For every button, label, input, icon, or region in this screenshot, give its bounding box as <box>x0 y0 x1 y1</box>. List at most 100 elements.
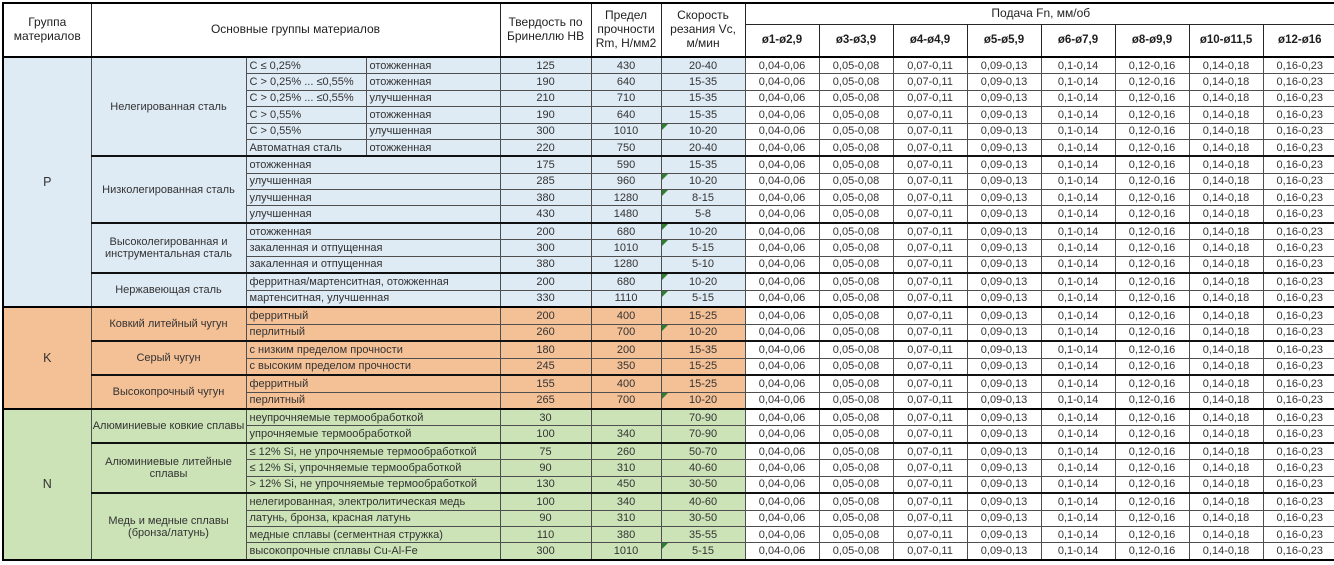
speed-value: 20-40 <box>688 141 718 154</box>
speed-cell: 70-90 <box>660 407 746 427</box>
subgroup-name-cell: Алюминиевые литейные сплавы <box>90 441 247 494</box>
feed-cell: 0,05-0,08 <box>818 56 894 75</box>
feed-cell: 0,16-0,23 <box>1262 357 1334 376</box>
feed-cell: 0,07-0,11 <box>892 391 968 410</box>
feed-cell: 0,12-0,16 <box>1114 459 1190 477</box>
feed-cell: 0,16-0,23 <box>1262 272 1334 291</box>
hardness-cell: 190 <box>499 106 592 124</box>
material-desc-cell: закаленная и отпущенная <box>245 255 501 274</box>
speed-value: 15-35 <box>688 108 718 121</box>
feed-cell: 0,04-0,06 <box>744 323 820 342</box>
feed-cell: 0,04-0,06 <box>744 425 820 444</box>
strength-cell: 430 <box>590 56 662 75</box>
hardness-cell: 265 <box>499 391 592 410</box>
strength-cell: 1010 <box>590 239 662 257</box>
feed-cell: 0,04-0,06 <box>744 138 820 157</box>
feed-cell: 0,05-0,08 <box>818 459 894 477</box>
feed-cell: 0,07-0,11 <box>892 340 968 359</box>
feed-cell: 0,09-0,13 <box>966 374 1042 393</box>
hardness-cell: 260 <box>499 323 592 342</box>
feed-cell: 0,09-0,13 <box>966 425 1042 444</box>
table-row: закаленная и отпущенная 380 1280 5-10 0,04-0… <box>3 255 1334 274</box>
feed-cell: 0,14-0,18 <box>1188 357 1264 376</box>
feed-cell: 0,04-0,06 <box>744 172 820 191</box>
green-triangle-icon <box>662 275 668 281</box>
feed-cell: 0,16-0,23 <box>1262 340 1334 359</box>
feed-cell: 0,1-0,14 <box>1040 205 1116 224</box>
feed-cell: 0,04-0,06 <box>744 441 820 461</box>
feed-cell: 0,04-0,06 <box>744 374 820 393</box>
green-triangle-icon <box>662 124 668 130</box>
hardness-cell: 330 <box>499 289 592 308</box>
feed-cell: 0,1-0,14 <box>1040 56 1116 75</box>
header-feed-title: Подача Fn, мм/об <box>744 2 1334 25</box>
speed-value: 8-15 <box>692 191 715 204</box>
header-feed-diameter: ø5-ø5,9 <box>966 23 1042 58</box>
feed-cell: 0,07-0,11 <box>892 525 968 544</box>
feed-cell: 0,1-0,14 <box>1040 155 1116 174</box>
material-desc-cell: улучшенная <box>245 205 501 224</box>
feed-cell: 0,07-0,11 <box>892 89 968 108</box>
subgroup-name-cell: Медь и медные сплавы (бронза/латунь) <box>90 492 247 561</box>
green-triangle-icon <box>662 240 668 247</box>
strength-cell: 340 <box>590 425 662 444</box>
speed-value: 10-20 <box>688 326 718 339</box>
speed-cell: 10-20 <box>660 272 746 291</box>
feed-cell: 0,1-0,14 <box>1040 492 1116 511</box>
material-desc-cell: высокопрочные сплавы Cu-Al-Fe <box>245 542 501 561</box>
feed-cell: 0,09-0,13 <box>966 525 1042 544</box>
feed-cell: 0,09-0,13 <box>966 189 1042 207</box>
speed-cell: 5-15 <box>660 289 746 308</box>
header-brinell-hardness: Твердость по Бринеллю HB <box>499 2 592 58</box>
strength-cell: 700 <box>590 391 662 410</box>
feed-cell: 0,12-0,16 <box>1114 73 1190 91</box>
feed-cell: 0,07-0,11 <box>892 357 968 376</box>
feed-cell: 0,05-0,08 <box>818 122 894 140</box>
feed-cell: 0,07-0,11 <box>892 272 968 291</box>
table-body: P Нелегированная сталь C ≤ 0,25% отожженная… <box>2 55 1334 561</box>
feed-cell: 0,12-0,16 <box>1114 374 1190 393</box>
green-triangle-icon <box>662 291 668 297</box>
feed-cell: 0,07-0,11 <box>892 323 968 342</box>
feed-cell: 0,12-0,16 <box>1114 475 1190 494</box>
feed-cell: 0,05-0,08 <box>818 475 894 494</box>
feed-cell: 0,14-0,18 <box>1188 138 1264 157</box>
speed-cell: 30-50 <box>660 475 746 494</box>
feed-cell: 0,07-0,11 <box>892 509 968 528</box>
speed-cell: 70-90 <box>660 425 746 444</box>
material-state-cell: улучшенная <box>365 122 501 140</box>
hardness-cell: 175 <box>499 155 592 174</box>
table-row: улучшенная 285 960 10-20 0,04-0,06 0,05-0,08 0… <box>3 172 1334 191</box>
material-desc-cell: медные сплавы (сегментная стружка) <box>245 525 501 544</box>
speed-value: 30-50 <box>688 512 718 525</box>
feed-cell: 0,07-0,11 <box>892 374 968 393</box>
speed-cell: 10-20 <box>660 122 746 140</box>
table-row: ≤ 12% Si, упрочняемые термообработкой 90 3… <box>3 459 1334 477</box>
feed-cell: 0,04-0,06 <box>744 122 820 140</box>
feed-cell: 0,14-0,18 <box>1188 340 1264 359</box>
feed-cell: 0,12-0,16 <box>1114 407 1190 427</box>
table-row: упрочняемые термообработкой 100 340 70-90 0,… <box>3 425 1334 444</box>
speed-cell: 5-10 <box>660 255 746 274</box>
feed-cell: 0,1-0,14 <box>1040 374 1116 393</box>
feed-cell: 0,07-0,11 <box>892 221 968 241</box>
strength-cell: 640 <box>590 106 662 124</box>
speed-cell: 40-60 <box>660 459 746 477</box>
feed-cell: 0,12-0,16 <box>1114 542 1190 561</box>
feed-cell: 0,14-0,18 <box>1188 425 1264 444</box>
speed-value: 40-60 <box>688 462 718 475</box>
feed-cell: 0,09-0,13 <box>966 306 1042 325</box>
material-state-cell: отожженная <box>365 106 501 124</box>
feed-cell: 0,1-0,14 <box>1040 289 1116 308</box>
material-desc-cell: ферритный <box>245 374 501 393</box>
feed-cell: 0,14-0,18 <box>1188 155 1264 174</box>
table-row: P Нелегированная сталь C ≤ 0,25% отожженная… <box>2 55 1334 308</box>
feed-cell: 0,12-0,16 <box>1114 239 1190 257</box>
material-spec-cell: C > 0,25% ... ≤0,55% <box>245 89 367 108</box>
feed-cell: 0,04-0,06 <box>744 357 820 376</box>
feed-cell: 0,12-0,16 <box>1114 492 1190 511</box>
feed-cell: 0,04-0,06 <box>744 340 820 359</box>
feed-cell: 0,05-0,08 <box>818 272 894 291</box>
feed-cell: 0,16-0,23 <box>1262 475 1334 494</box>
speed-cell: 40-60 <box>660 492 746 511</box>
